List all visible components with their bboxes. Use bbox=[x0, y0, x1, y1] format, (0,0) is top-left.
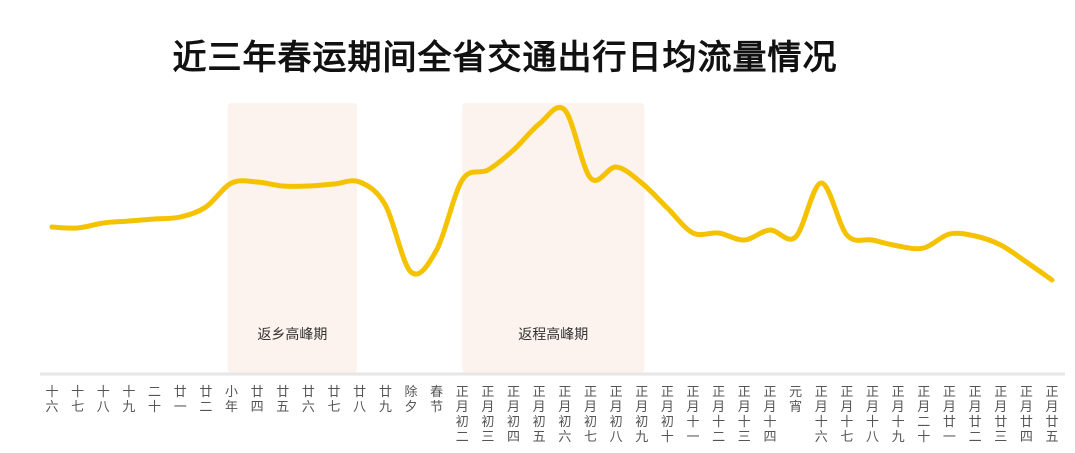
x-tick-label: 小年 bbox=[225, 385, 238, 415]
x-tick-label: 元宵 bbox=[789, 385, 802, 415]
x-tick-label: 正月十四 bbox=[763, 385, 776, 445]
x-tick-label: 廿六 bbox=[302, 385, 315, 415]
x-tick-label: 正月十八 bbox=[866, 385, 879, 445]
x-tick-label: 正月十七 bbox=[840, 385, 853, 445]
x-tick-label: 正月廿五 bbox=[1045, 385, 1058, 445]
x-tick-label: 除夕 bbox=[404, 385, 417, 415]
x-tick-label: 正月初七 bbox=[584, 385, 597, 445]
x-tick-label: 正月廿一 bbox=[943, 385, 956, 445]
x-tick-label: 正月初四 bbox=[507, 385, 520, 445]
x-tick-label: 十九 bbox=[122, 385, 135, 415]
x-tick-label: 廿一 bbox=[174, 385, 187, 415]
x-tick-label: 十七 bbox=[71, 385, 84, 415]
x-tick-label: 正月十一 bbox=[687, 385, 700, 445]
x-tick-label: 正月初六 bbox=[558, 385, 571, 445]
x-tick-label: 正月廿二 bbox=[969, 385, 982, 445]
x-tick-label: 正月廿三 bbox=[994, 385, 1007, 445]
x-tick-label: 正月十二 bbox=[712, 385, 725, 445]
x-tick-label: 廿四 bbox=[251, 385, 264, 415]
x-tick-label: 廿二 bbox=[199, 385, 212, 415]
x-tick-label: 正月十六 bbox=[815, 385, 828, 445]
x-tick-label: 廿七 bbox=[328, 385, 341, 415]
x-tick-label: 正月初三 bbox=[481, 385, 494, 445]
x-tick-label: 春节 bbox=[430, 385, 443, 415]
band-label: 返乡高峰期 bbox=[257, 326, 327, 343]
x-tick-label: 正月十九 bbox=[892, 385, 905, 445]
highlight-band bbox=[227, 103, 358, 373]
x-tick-label: 正月廿四 bbox=[1020, 385, 1033, 445]
band-label: 返程高峰期 bbox=[518, 326, 588, 343]
series-line bbox=[49, 104, 1055, 283]
x-tick-label: 正月初八 bbox=[610, 385, 623, 445]
x-tick-label: 正月初九 bbox=[635, 385, 648, 445]
x-tick-label: 廿五 bbox=[276, 385, 289, 415]
x-tick-label: 正月初五 bbox=[533, 385, 546, 445]
x-tick-label: 廿九 bbox=[379, 385, 392, 415]
highlight-band bbox=[462, 103, 645, 373]
x-tick-label: 二十 bbox=[148, 385, 161, 415]
x-tick-label: 正月二十 bbox=[917, 385, 930, 445]
chart-title: 近三年春运期间全省交通出行日均流量情况 bbox=[172, 38, 838, 78]
x-tick-label: 十六 bbox=[45, 385, 58, 415]
x-tick-label: 正月初十 bbox=[661, 385, 674, 445]
x-tick-label: 正月十三 bbox=[738, 385, 751, 445]
x-tick-label: 十八 bbox=[97, 385, 110, 415]
x-tick-label: 正月初二 bbox=[456, 385, 469, 445]
x-tick-label: 廿八 bbox=[353, 385, 366, 415]
